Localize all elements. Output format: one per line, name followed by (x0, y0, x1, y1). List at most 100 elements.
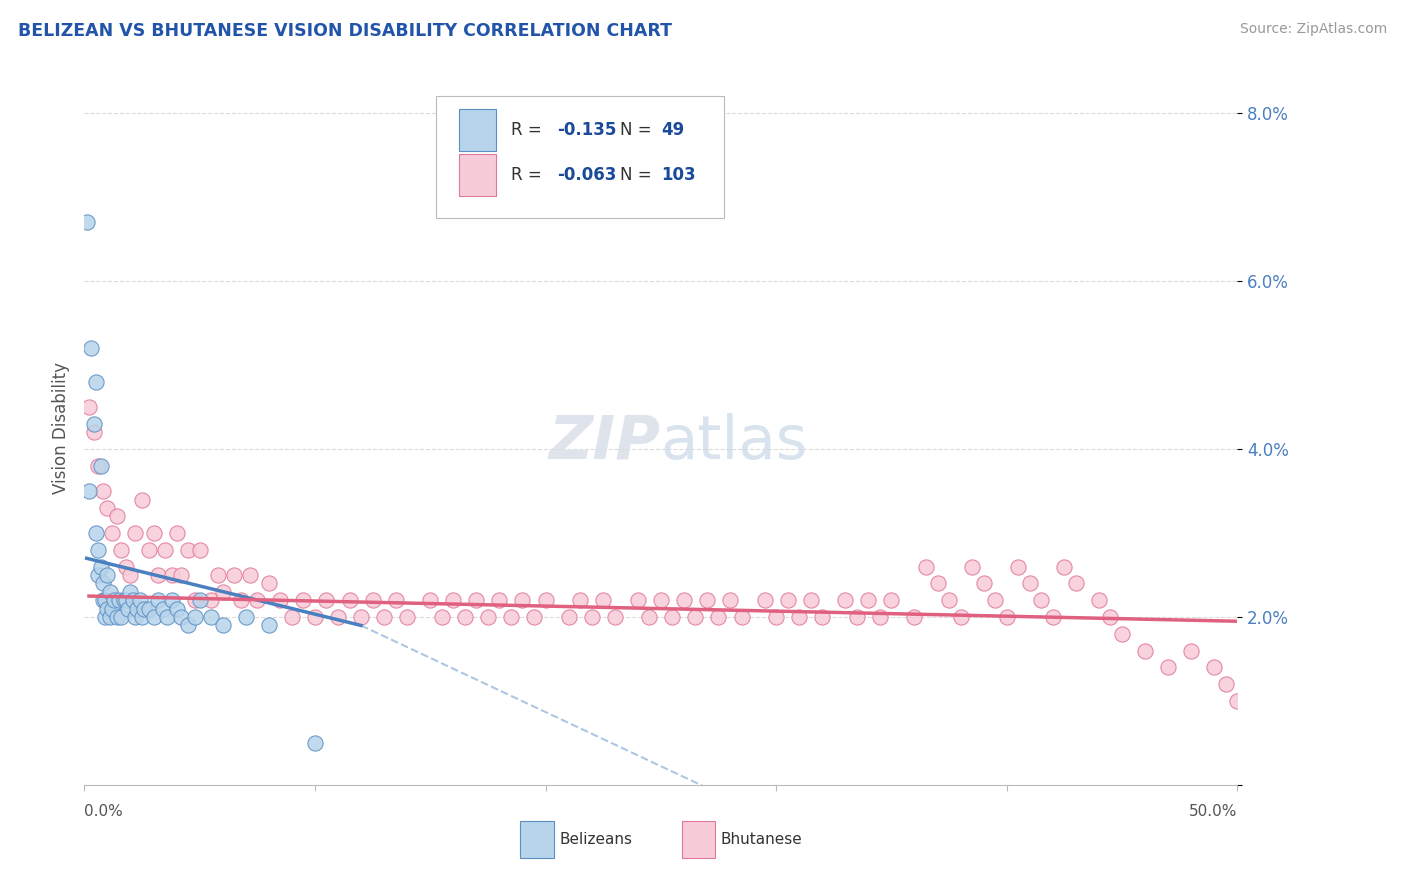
Point (800, 593, 823, 607)
FancyBboxPatch shape (436, 96, 724, 218)
Point (83, 417, 105, 431)
Point (134, 601, 156, 615)
Point (257, 618, 280, 632)
Point (627, 593, 650, 607)
Point (685, 610, 707, 624)
Point (91, 484, 114, 499)
Text: 0.0%: 0.0% (84, 804, 124, 819)
Point (384, 593, 406, 607)
Point (138, 542, 160, 557)
Point (787, 610, 810, 624)
Point (211, 618, 233, 632)
Point (638, 610, 661, 624)
Text: Bhutanese: Bhutanese (721, 831, 803, 847)
Point (98, 610, 121, 624)
Point (534, 593, 557, 607)
Point (115, 593, 138, 607)
Point (103, 593, 125, 607)
Point (1226, 694, 1249, 708)
Point (1157, 660, 1180, 674)
Point (880, 593, 903, 607)
Point (1042, 610, 1064, 624)
FancyBboxPatch shape (460, 109, 496, 152)
Text: -0.135: -0.135 (557, 121, 616, 139)
Point (730, 610, 752, 624)
Point (131, 492, 153, 507)
Point (1088, 593, 1111, 607)
Point (87, 568, 110, 582)
Point (200, 593, 222, 607)
Point (430, 610, 453, 624)
Text: N =: N = (620, 121, 658, 139)
Point (696, 593, 718, 607)
Text: R =: R = (510, 121, 547, 139)
Point (1204, 660, 1226, 674)
Point (499, 610, 522, 624)
Point (184, 593, 207, 607)
Point (292, 593, 315, 607)
Point (441, 593, 464, 607)
Point (170, 568, 193, 582)
Point (1053, 559, 1076, 574)
Point (84, 526, 107, 541)
Point (1064, 576, 1087, 591)
Point (152, 601, 174, 615)
Point (672, 593, 695, 607)
Point (115, 559, 138, 574)
Point (938, 593, 960, 607)
Point (834, 593, 856, 607)
Text: 50.0%: 50.0% (1189, 804, 1237, 819)
Text: N =: N = (620, 166, 658, 184)
Point (1031, 593, 1053, 607)
Point (77, 484, 100, 499)
Point (581, 610, 603, 624)
Point (650, 593, 672, 607)
Point (304, 610, 326, 624)
Point (973, 576, 995, 591)
Point (142, 610, 165, 624)
Point (211, 585, 233, 599)
Point (98, 585, 121, 599)
Point (112, 593, 135, 607)
Point (915, 559, 938, 574)
Point (845, 610, 868, 624)
Point (396, 610, 419, 624)
Point (361, 593, 384, 607)
Point (94, 610, 117, 624)
Point (465, 593, 488, 607)
Point (718, 593, 741, 607)
Point (87, 542, 110, 557)
Point (91, 576, 114, 591)
Point (1018, 576, 1040, 591)
Point (281, 610, 304, 624)
Point (569, 593, 592, 607)
Text: atlas: atlas (661, 413, 808, 472)
Point (120, 568, 142, 582)
Point (153, 542, 176, 557)
FancyBboxPatch shape (682, 821, 716, 858)
Text: -0.063: -0.063 (557, 166, 616, 184)
Point (184, 610, 207, 624)
Point (207, 568, 229, 582)
Point (124, 526, 146, 541)
Point (131, 610, 153, 624)
Point (101, 601, 124, 615)
Point (124, 610, 146, 624)
Point (326, 610, 349, 624)
Point (166, 526, 188, 541)
FancyBboxPatch shape (460, 154, 496, 196)
Point (477, 610, 499, 624)
Point (239, 568, 262, 582)
Point (960, 559, 983, 574)
Text: R =: R = (510, 166, 547, 184)
Point (146, 593, 169, 607)
Point (91, 593, 114, 607)
Point (105, 610, 128, 624)
Point (105, 509, 128, 524)
Point (121, 593, 143, 607)
Point (127, 601, 149, 615)
Point (754, 593, 776, 607)
Point (83, 425, 105, 440)
Point (903, 610, 925, 624)
Y-axis label: Vision Disability: Vision Disability (52, 362, 70, 494)
